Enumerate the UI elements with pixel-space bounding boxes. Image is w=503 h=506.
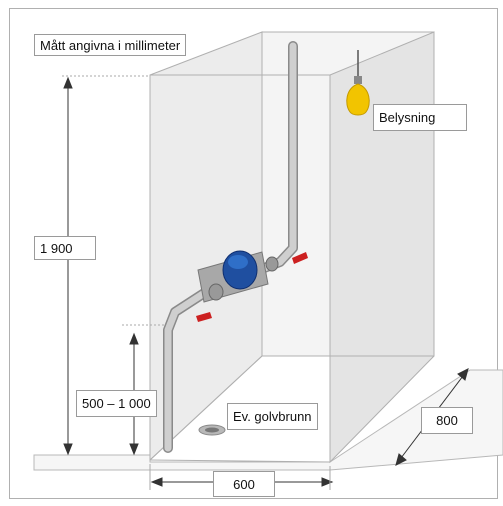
width-dimension-label: 600: [213, 471, 275, 497]
lamp-icon: [346, 50, 370, 116]
lighting-label: Belysning: [373, 104, 467, 131]
height-dimension-label: 1 900: [34, 236, 96, 260]
depth-dimension-label: 800: [421, 407, 473, 434]
tap-height-range-label: 500 – 1 000: [76, 390, 157, 417]
floor-drain-label: Ev. golvbrunn: [227, 403, 318, 430]
valve-handles-icon: [196, 252, 308, 322]
figure-border: [9, 8, 498, 499]
water-meter-icon: [197, 250, 279, 303]
units-note-label: Mått angivna i millimeter: [34, 34, 187, 56]
floor-drain-icon: [198, 424, 226, 436]
